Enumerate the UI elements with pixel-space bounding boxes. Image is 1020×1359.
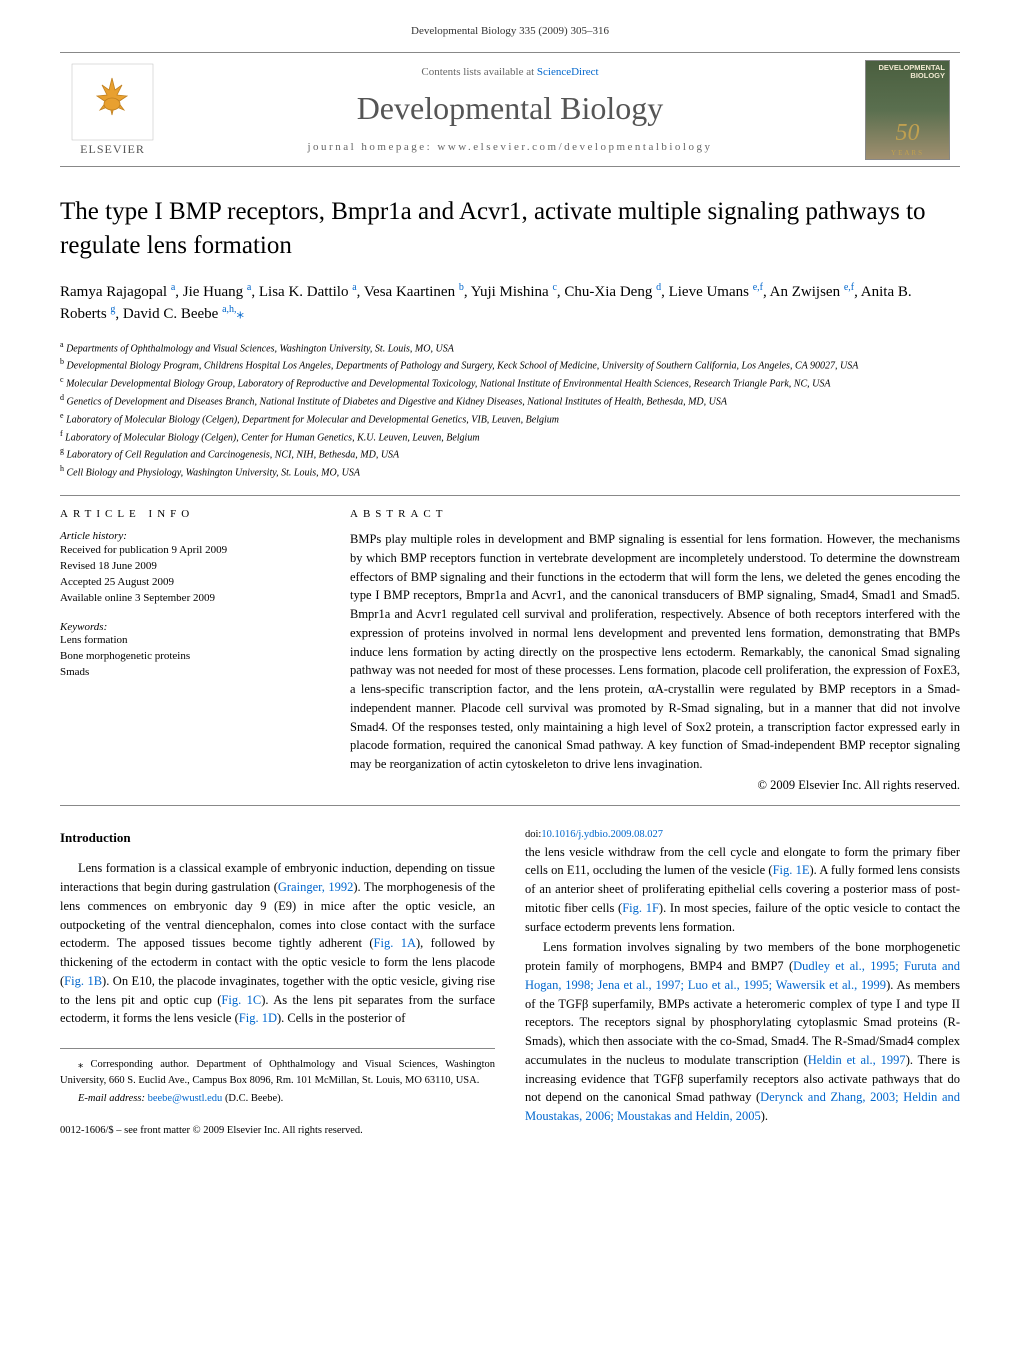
journal-header-center: Contents lists available at ScienceDirec…: [165, 53, 855, 166]
elsevier-logo-container: ELSEVIER: [60, 53, 165, 166]
email-link[interactable]: beebe@wustl.edu: [148, 1093, 223, 1104]
email-label: E-mail address:: [78, 1093, 148, 1104]
abstract-text: BMPs play multiple roles in development …: [350, 530, 960, 774]
affiliation-item: e Laboratory of Molecular Biology (Celge…: [60, 410, 960, 428]
contents-prefix: Contents lists available at: [421, 66, 536, 78]
intro-paragraph-2: the lens vesicle withdraw from the cell …: [525, 843, 960, 937]
separator-line: [60, 495, 960, 496]
doi-link[interactable]: 10.1016/j.ydbio.2009.08.027: [541, 829, 663, 840]
elsevier-logo: ELSEVIER: [70, 62, 155, 157]
info-abstract-row: ARTICLE INFO Article history: Received f…: [60, 508, 960, 793]
article-history: Received for publication 9 April 2009 Re…: [60, 543, 315, 607]
article-info-heading: ARTICLE INFO: [60, 508, 315, 520]
journal-name: Developmental Biology: [357, 90, 664, 127]
keyword-item: Bone morphogenetic proteins: [60, 649, 315, 665]
front-matter-line: 0012-1606/$ – see front matter © 2009 El…: [60, 1124, 495, 1139]
intro-paragraph-1: Lens formation is a classical example of…: [60, 859, 495, 1028]
doi-prefix: doi:: [525, 829, 541, 840]
elsevier-text: ELSEVIER: [80, 142, 145, 156]
introduction-section: Introduction Lens formation is a classic…: [60, 828, 960, 1139]
running-header: Developmental Biology 335 (2009) 305–316: [0, 0, 1020, 47]
affiliation-item: a Departments of Ophthalmology and Visua…: [60, 339, 960, 357]
email-line: E-mail address: beebe@wustl.edu (D.C. Be…: [60, 1091, 495, 1107]
affiliation-item: b Developmental Biology Program, Childre…: [60, 356, 960, 374]
affiliation-item: h Cell Biology and Physiology, Washingto…: [60, 463, 960, 481]
abstract-column: ABSTRACT BMPs play multiple roles in dev…: [350, 508, 960, 793]
corresponding-footnote: ⁎ Corresponding author. Department of Op…: [60, 1048, 495, 1106]
article-title: The type I BMP receptors, Bmpr1a and Acv…: [60, 195, 960, 263]
sciencedirect-link[interactable]: ScienceDirect: [537, 66, 599, 78]
authors-list: Ramya Rajagopal a, Jie Huang a, Lisa K. …: [60, 281, 960, 325]
history-online: Available online 3 September 2009: [60, 591, 315, 607]
affiliation-item: d Genetics of Development and Diseases B…: [60, 392, 960, 410]
journal-cover-container: YEARS: [855, 53, 960, 166]
affiliation-item: f Laboratory of Molecular Biology (Celge…: [60, 428, 960, 446]
keywords-label: Keywords:: [60, 621, 315, 633]
journal-homepage: journal homepage: www.elsevier.com/devel…: [308, 141, 713, 153]
history-revised: Revised 18 June 2009: [60, 559, 315, 575]
email-suffix: (D.C. Beebe).: [222, 1093, 283, 1104]
corresponding-author-text: ⁎ Corresponding author. Department of Op…: [60, 1057, 495, 1089]
cover-years-text: YEARS: [891, 149, 924, 157]
journal-header-banner: ELSEVIER Contents lists available at Sci…: [60, 52, 960, 167]
history-accepted: Accepted 25 August 2009: [60, 575, 315, 591]
article-info-column: ARTICLE INFO Article history: Received f…: [60, 508, 315, 793]
keyword-item: Smads: [60, 665, 315, 681]
history-received: Received for publication 9 April 2009: [60, 543, 315, 559]
introduction-heading: Introduction: [60, 828, 495, 848]
copyright-line: © 2009 Elsevier Inc. All rights reserved…: [350, 778, 960, 793]
history-label: Article history:: [60, 530, 315, 542]
affiliation-item: g Laboratory of Cell Regulation and Carc…: [60, 445, 960, 463]
doi-line: doi:10.1016/j.ydbio.2009.08.027: [525, 828, 960, 843]
article-content: The type I BMP receptors, Bmpr1a and Acv…: [0, 195, 1020, 1179]
intro-paragraph-3: Lens formation involves signaling by two…: [525, 938, 960, 1126]
contents-line: Contents lists available at ScienceDirec…: [421, 66, 598, 78]
keyword-item: Lens formation: [60, 633, 315, 649]
keywords-list: Lens formationBone morphogenetic protein…: [60, 633, 315, 681]
affiliation-item: c Molecular Developmental Biology Group,…: [60, 374, 960, 392]
journal-cover-thumbnail: YEARS: [865, 60, 950, 160]
affiliations-list: a Departments of Ophthalmology and Visua…: [60, 339, 960, 482]
abstract-heading: ABSTRACT: [350, 508, 960, 520]
separator-line-2: [60, 805, 960, 806]
